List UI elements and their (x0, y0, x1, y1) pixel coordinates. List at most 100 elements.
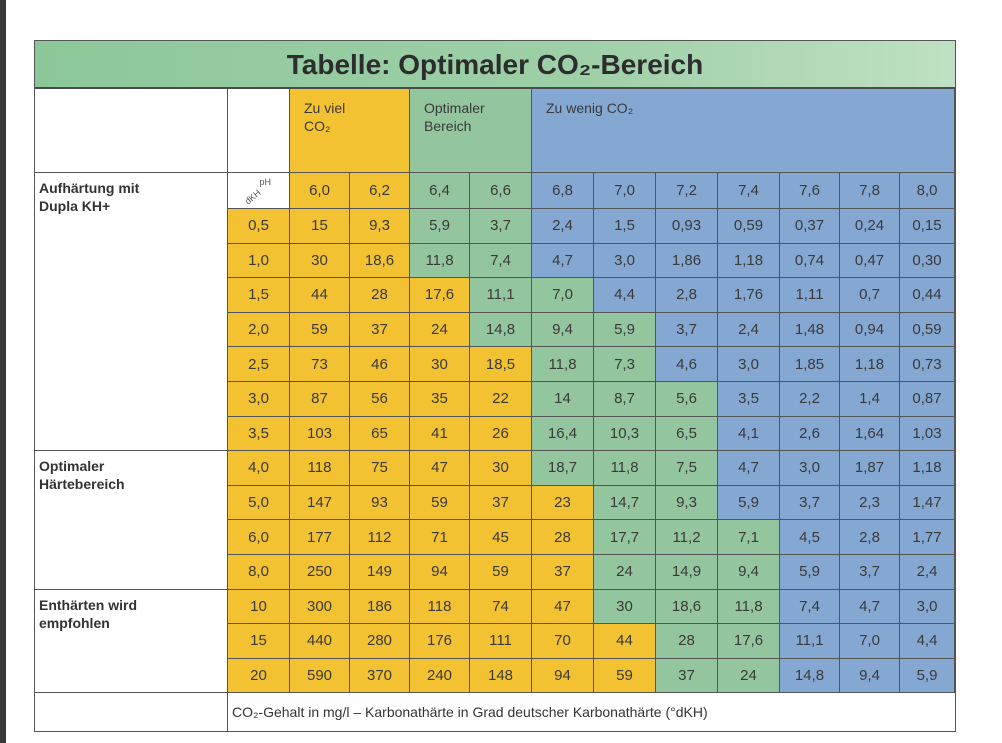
value-cell: 149 (350, 555, 410, 590)
ph-cell: 6,0 (290, 173, 350, 209)
kh-cell: 3,0 (228, 382, 290, 417)
value-cell: 1,03 (900, 416, 955, 452)
value-cell: 30 (470, 451, 532, 486)
group-header: Zu wenig CO₂ (532, 89, 955, 173)
value-cell: 5,6 (656, 382, 718, 417)
value-cell: 28 (656, 624, 718, 659)
value-cell: 440 (290, 624, 350, 659)
value-cell: 16,4 (532, 416, 594, 452)
value-cell: 1,11 (780, 278, 840, 313)
value-cell: 37 (532, 555, 594, 590)
value-cell: 4,7 (840, 589, 900, 625)
kh-cell: 15 (228, 624, 290, 659)
value-cell: 0,15 (900, 209, 955, 244)
value-cell: 0,30 (900, 243, 955, 279)
kh-cell: 20 (228, 658, 290, 694)
value-cell: 2,8 (656, 278, 718, 313)
value-cell: 44 (290, 278, 350, 313)
ph-cell: 7,2 (656, 173, 718, 209)
value-cell: 1,18 (900, 451, 955, 486)
value-cell: 47 (410, 451, 470, 486)
value-cell: 103 (290, 416, 350, 452)
corner-cell: pH dKH (228, 173, 290, 209)
value-cell: 14,8 (470, 312, 532, 348)
value-cell: 3,5 (718, 382, 780, 417)
value-cell: 1,5 (594, 209, 656, 244)
value-cell: 75 (350, 451, 410, 486)
value-cell: 0,24 (840, 209, 900, 244)
value-cell: 4,5 (780, 520, 840, 555)
value-cell: 9,4 (840, 658, 900, 694)
ph-cell: 6,8 (532, 173, 594, 209)
value-cell: 9,4 (718, 555, 780, 590)
kh-cell: 1,0 (228, 243, 290, 279)
ph-cell: 6,4 (410, 173, 470, 209)
value-cell: 47 (532, 589, 594, 625)
value-cell: 1,18 (718, 243, 780, 279)
value-cell: 1,4 (840, 382, 900, 417)
value-cell: 11,2 (656, 520, 718, 555)
value-cell: 59 (410, 485, 470, 521)
kh-cell: 2,5 (228, 347, 290, 382)
value-cell: 18,6 (656, 589, 718, 625)
value-cell: 1,76 (718, 278, 780, 313)
value-cell: 28 (532, 520, 594, 555)
value-cell: 3,0 (780, 451, 840, 486)
kh-cell: 4,0 (228, 451, 290, 486)
value-cell: 37 (350, 312, 410, 348)
blank-cell (228, 89, 290, 173)
value-cell: 4,1 (718, 416, 780, 452)
value-cell: 1,18 (840, 347, 900, 382)
kh-cell: 1,5 (228, 278, 290, 313)
value-cell: 177 (290, 520, 350, 555)
value-cell: 65 (350, 416, 410, 452)
value-cell: 1,77 (900, 520, 955, 555)
value-cell: 56 (350, 382, 410, 417)
title: Tabelle: Optimaler CO₂-Bereich (35, 41, 955, 89)
value-cell: 14,7 (594, 485, 656, 521)
value-cell: 2,4 (532, 209, 594, 244)
value-cell: 11,8 (532, 347, 594, 382)
section-label: Aufhärtung mit Dupla KH+ (35, 173, 228, 452)
value-cell: 24 (718, 658, 780, 694)
value-cell: 46 (350, 347, 410, 382)
text-line: Enthärten wird (39, 596, 138, 613)
value-cell: 37 (470, 485, 532, 521)
value-cell: 7,0 (532, 278, 594, 313)
value-cell: 14,8 (780, 658, 840, 694)
value-cell: 3,0 (594, 243, 656, 279)
value-cell: 112 (350, 520, 410, 555)
value-cell: 10,3 (594, 416, 656, 452)
value-cell: 4,7 (718, 451, 780, 486)
value-cell: 23 (532, 485, 594, 521)
value-cell: 94 (532, 658, 594, 694)
value-cell: 11,1 (470, 278, 532, 313)
value-cell: 4,6 (656, 347, 718, 382)
kh-cell: 5,0 (228, 485, 290, 521)
value-cell: 2,3 (840, 485, 900, 521)
corner-bottom: dKH (242, 187, 263, 207)
ph-cell: 6,6 (470, 173, 532, 209)
value-cell: 11,8 (410, 243, 470, 279)
value-cell: 11,1 (780, 624, 840, 659)
value-cell: 7,5 (656, 451, 718, 486)
value-cell: 1,64 (840, 416, 900, 452)
value-cell: 300 (290, 589, 350, 625)
ph-cell: 7,4 (718, 173, 780, 209)
value-cell: 93 (350, 485, 410, 521)
value-cell: 2,2 (780, 382, 840, 417)
text-line: Zu viel (304, 100, 346, 116)
value-cell: 14 (532, 382, 594, 417)
value-cell: 30 (410, 347, 470, 382)
value-cell: 24 (410, 312, 470, 348)
footer: CO₂-Gehalt in mg/l – Karbonathärte in Gr… (232, 704, 708, 721)
value-cell: 3,0 (718, 347, 780, 382)
value-cell: 0,59 (900, 312, 955, 348)
blank-cell (35, 89, 228, 173)
text-line: Aufhärtung mit (39, 180, 140, 196)
text-line: Optimaler (39, 458, 105, 475)
value-cell: 186 (350, 589, 410, 625)
value-cell: 87 (290, 382, 350, 417)
value-cell: 18,6 (350, 243, 410, 279)
